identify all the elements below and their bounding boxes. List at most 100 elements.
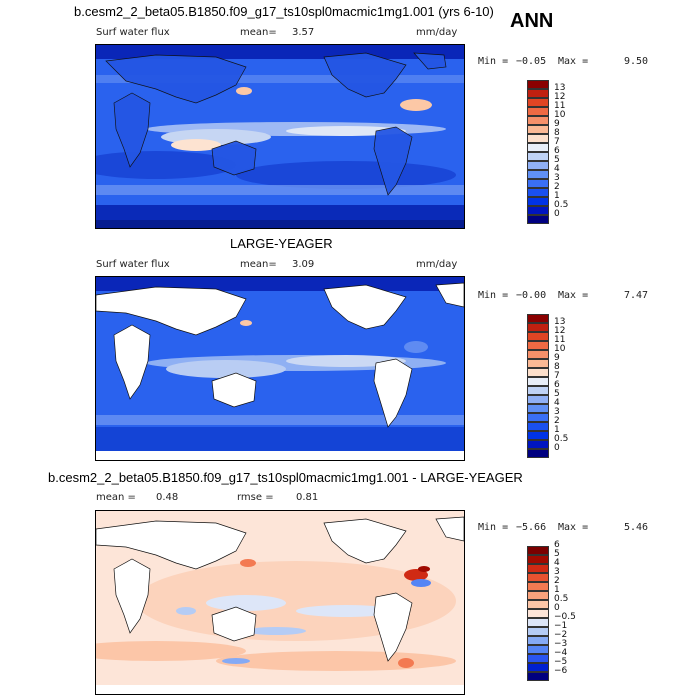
panel2-colorbar-label: 0	[554, 443, 560, 453]
panel3-colorbar-swatch	[527, 582, 549, 591]
panel3-colorbar-swatch	[527, 636, 549, 645]
panel3-colorbar-label: −0.5	[554, 612, 576, 622]
panel3-colorbar-label: 0	[554, 603, 560, 613]
panel2-colorbar-swatch	[527, 377, 549, 386]
panel3-colorbar-swatch	[527, 546, 549, 555]
panel1-colorbar-swatch	[527, 197, 549, 206]
panel1-colorbar-label: 8	[554, 128, 560, 138]
panel3-colorbar-label: −3	[554, 639, 568, 649]
panel-1-mean-label: mean=	[240, 27, 277, 38]
panel2-colorbar-label: 12	[554, 326, 566, 336]
panel-1-colorbar: 0 0.5 1 2 3 4 5 6 7 8 9 10 11 12 13	[527, 80, 589, 224]
panel2-colorbar-swatch	[527, 368, 549, 377]
panel3-colorbar-label: −2	[554, 630, 568, 640]
panel-2-mean-label: mean=	[240, 259, 277, 270]
panel1-colorbar-label: 12	[554, 92, 566, 102]
panel2-colorbar-label: 4	[554, 398, 560, 408]
panel3-colorbar-swatch	[527, 591, 549, 600]
panel3-colorbar-label: 6	[554, 540, 560, 550]
panel2-colorbar-label: 2	[554, 416, 560, 426]
panel-2-title: LARGE-YEAGER	[230, 236, 333, 251]
panel1-colorbar-label: 10	[554, 110, 566, 120]
panel-3-mean-label: mean =	[96, 492, 136, 503]
panel-1-max-label: Max =	[558, 56, 589, 67]
panel3-colorbar-swatch	[527, 600, 549, 609]
panel2-colorbar-swatch	[527, 422, 549, 431]
panel1-colorbar-swatch	[527, 188, 549, 197]
panel3-colorbar-label: −4	[554, 648, 568, 658]
panel1-colorbar-swatch	[527, 170, 549, 179]
panel3-colorbar-swatch	[527, 609, 549, 618]
panel-3-mean-value: 0.48	[156, 492, 179, 503]
panel2-colorbar-swatch	[527, 404, 549, 413]
panel2-colorbar-label: 10	[554, 344, 566, 354]
panel2-colorbar-label: 8	[554, 362, 560, 372]
panel2-colorbar-swatch	[527, 350, 549, 359]
panel-3-colorbar: −6 −5 −4 −3 −2 −1 −0.5 0 0.5 1 2 3 4 5 6	[527, 540, 589, 681]
panel2-colorbar-label: 11	[554, 335, 566, 345]
panel-1-variable: Surf water flux	[96, 27, 170, 38]
panel2-colorbar-swatch	[527, 395, 549, 404]
panel2-colorbar-label: 3	[554, 407, 560, 417]
panel2-colorbar-label: 6	[554, 380, 560, 390]
panel2-colorbar-swatch	[527, 386, 549, 395]
panel2-colorbar-swatch	[527, 440, 549, 449]
panel3-colorbar-label: 3	[554, 567, 560, 577]
panel3-colorbar-label: 5	[554, 549, 560, 559]
panel1-colorbar-label: 0.5	[554, 200, 569, 210]
panel1-colorbar-swatch	[527, 125, 549, 134]
season-label: ANN	[510, 10, 554, 32]
panel-1-min-value: −0.05	[516, 56, 547, 67]
panel-1-units: mm/day	[416, 27, 458, 38]
panel3-colorbar-label: 1	[554, 585, 560, 595]
panel2-colorbar-swatch	[527, 323, 549, 332]
panel1-colorbar-label: 11	[554, 101, 566, 111]
panel1-colorbar-label: 2	[554, 182, 560, 192]
panel-3-min-label: Min =	[478, 522, 509, 533]
panel-3-rmse-label: rmse =	[237, 492, 274, 503]
panel1-colorbar-label: 0	[554, 209, 560, 219]
panel3-colorbar-label: −6	[554, 666, 568, 676]
panel1-colorbar-label: 6	[554, 146, 560, 156]
panel-1-min-label: Min =	[478, 56, 509, 67]
panel-2-map	[95, 276, 465, 461]
panel1-colorbar-label: 5	[554, 155, 560, 165]
panel2-colorbar-swatch	[527, 314, 549, 323]
panel2-colorbar-swatch	[527, 341, 549, 350]
panel3-colorbar-label: −1	[554, 621, 568, 631]
panel-2-min-value: −0.00	[516, 290, 547, 301]
panel3-colorbar-swatch	[527, 555, 549, 564]
panel-1-mean-value: 3.57	[292, 27, 315, 38]
panel-2-variable: Surf water flux	[96, 259, 170, 270]
panel-3-max-value: 5.46	[624, 522, 649, 533]
panel1-colorbar-swatch	[527, 179, 549, 188]
panel3-colorbar-label: 4	[554, 558, 560, 568]
panel1-colorbar-swatch	[527, 206, 549, 215]
panel-2-max-label: Max =	[558, 290, 589, 301]
panel-3-map	[95, 510, 465, 695]
panel1-colorbar-label: 4	[554, 164, 560, 174]
panel2-colorbar-label: 7	[554, 371, 560, 381]
panel1-colorbar-swatch	[527, 80, 549, 89]
panel2-colorbar-label: 0.5	[554, 434, 569, 444]
panel-1-map	[95, 44, 465, 229]
panel-3-min-value: −5.66	[516, 522, 547, 533]
panel3-colorbar-swatch	[527, 672, 549, 681]
panel1-colorbar-swatch	[527, 89, 549, 98]
panel3-colorbar-swatch	[527, 573, 549, 582]
panel2-colorbar-swatch	[527, 413, 549, 422]
panel3-colorbar-swatch	[527, 645, 549, 654]
panel2-colorbar-label: 9	[554, 353, 560, 363]
panel3-colorbar-swatch	[527, 564, 549, 573]
panel3-colorbar-label: 2	[554, 576, 560, 586]
panel1-colorbar-swatch	[527, 161, 549, 170]
panel1-colorbar-swatch	[527, 116, 549, 125]
panel1-colorbar-swatch	[527, 134, 549, 143]
panel1-colorbar-label: 7	[554, 137, 560, 147]
panel1-colorbar-label: 1	[554, 191, 560, 201]
panel2-colorbar-label: 1	[554, 425, 560, 435]
panel-2-mean-value: 3.09	[292, 259, 315, 270]
panel1-colorbar-label: 3	[554, 173, 560, 183]
panel1-colorbar-label: 13	[554, 83, 566, 93]
panel-1-max-value: 9.50	[624, 56, 649, 67]
